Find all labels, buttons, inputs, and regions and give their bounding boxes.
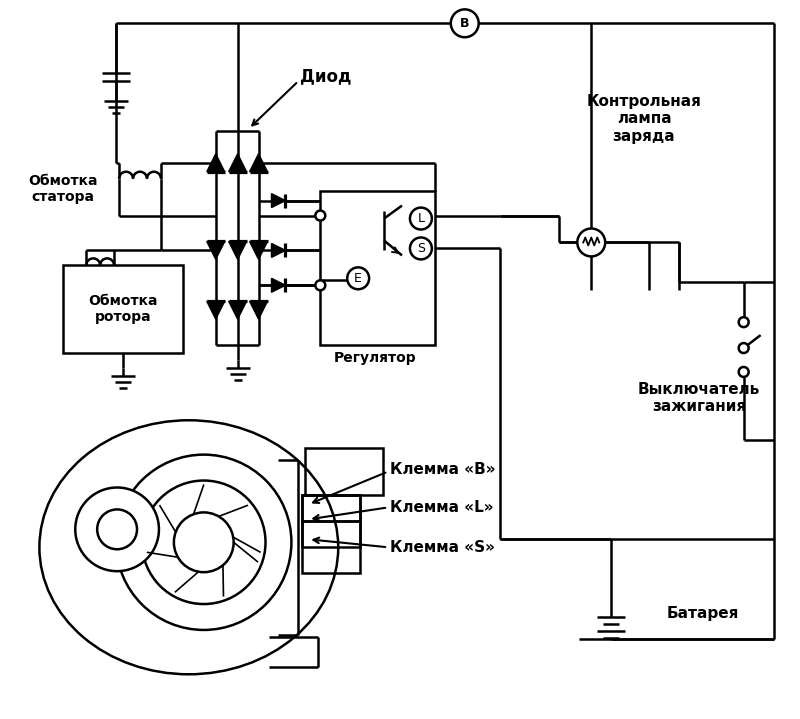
Circle shape <box>578 229 606 257</box>
Polygon shape <box>271 193 286 208</box>
Circle shape <box>75 487 159 571</box>
Polygon shape <box>250 242 267 260</box>
Circle shape <box>315 280 326 290</box>
Text: Обмотка
ротора: Обмотка ротора <box>88 294 158 324</box>
Text: Диод: Диод <box>300 67 352 85</box>
Circle shape <box>347 267 369 289</box>
Text: Обмотка
статора: Обмотка статора <box>29 173 98 203</box>
Circle shape <box>142 480 266 604</box>
Circle shape <box>315 211 326 221</box>
Circle shape <box>738 367 749 377</box>
Bar <box>302 495 360 521</box>
Polygon shape <box>206 301 225 319</box>
Circle shape <box>410 237 432 260</box>
Polygon shape <box>206 154 225 172</box>
Text: Регулятор: Регулятор <box>334 351 417 365</box>
Text: Клемма «B»: Клемма «B» <box>390 462 495 477</box>
Circle shape <box>97 510 137 549</box>
Text: Клемма «L»: Клемма «L» <box>390 500 494 515</box>
Text: L: L <box>418 212 425 225</box>
Bar <box>320 191 435 345</box>
Polygon shape <box>206 242 225 260</box>
Text: E: E <box>354 272 362 285</box>
Circle shape <box>116 454 291 630</box>
Bar <box>63 265 183 353</box>
Circle shape <box>738 343 749 353</box>
Circle shape <box>738 317 749 327</box>
Polygon shape <box>229 301 246 319</box>
Polygon shape <box>229 154 246 172</box>
Polygon shape <box>229 242 246 260</box>
Circle shape <box>174 513 234 572</box>
Polygon shape <box>250 154 267 172</box>
Text: Клемма «S»: Клемма «S» <box>390 540 495 555</box>
Circle shape <box>410 208 432 229</box>
Bar <box>302 521 360 547</box>
Bar <box>302 495 360 573</box>
Circle shape <box>451 9 478 37</box>
Text: Выключатель
зажигания: Выключатель зажигания <box>638 382 760 414</box>
Polygon shape <box>271 278 286 292</box>
Polygon shape <box>250 301 267 319</box>
Text: Контрольная
лампа
заряда: Контрольная лампа заряда <box>586 94 702 144</box>
Polygon shape <box>271 244 286 257</box>
Text: Батарея: Батарея <box>667 605 739 620</box>
Text: B: B <box>460 17 470 29</box>
Text: S: S <box>417 242 425 255</box>
Bar <box>306 448 383 495</box>
